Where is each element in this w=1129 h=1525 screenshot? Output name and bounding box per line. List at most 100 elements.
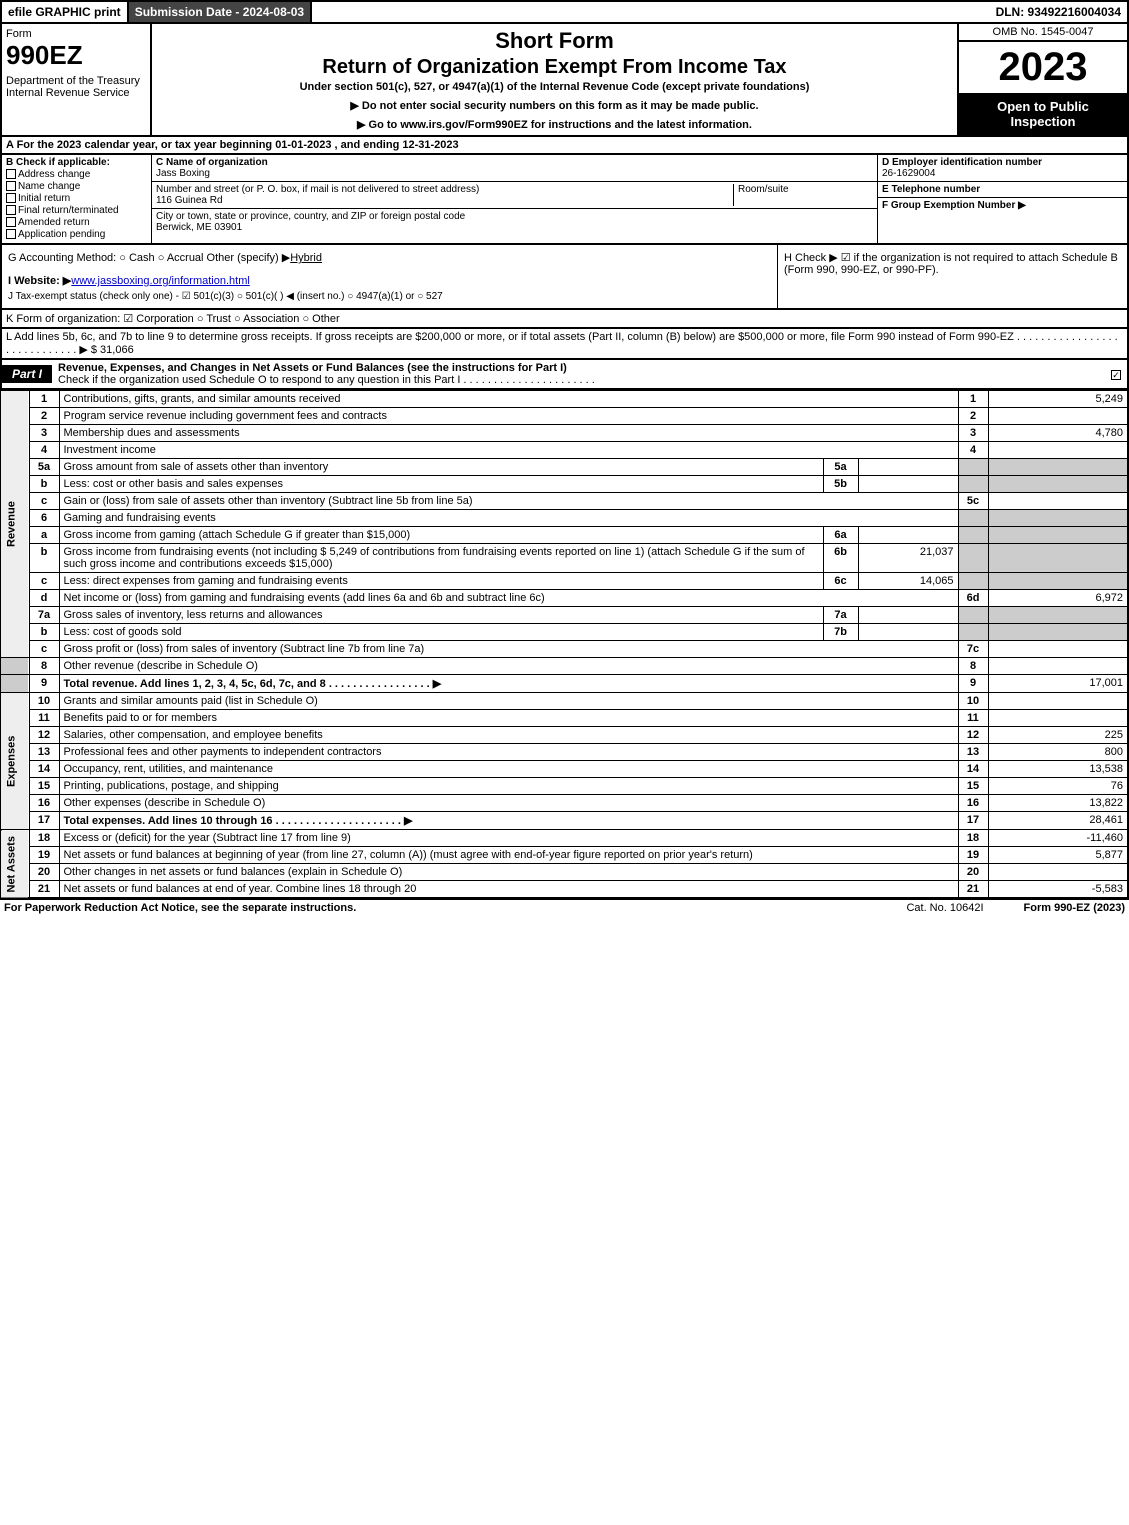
line-1-num: 1 <box>29 391 59 408</box>
line-6-desc: Gaming and fundraising events <box>59 510 958 527</box>
section-a: A For the 2023 calendar year, or tax yea… <box>0 137 1129 155</box>
form-number: 990EZ <box>6 40 146 71</box>
line-5c-rnum: 5c <box>958 493 988 510</box>
line-5a-sv <box>858 459 958 476</box>
line-5c-val <box>988 493 1128 510</box>
line-11-num: 11 <box>29 710 59 727</box>
form-id-col: Form 990EZ Department of the Treasury In… <box>2 24 152 135</box>
line-3-val: 4,780 <box>988 425 1128 442</box>
line-10-val <box>988 693 1128 710</box>
chk-address[interactable]: Address change <box>6 169 147 180</box>
line-17-desc: Total expenses. Add lines 10 through 16 … <box>59 812 958 830</box>
line-19-val: 5,877 <box>988 847 1128 864</box>
line-12-rnum: 12 <box>958 727 988 744</box>
part1-header: Part I Revenue, Expenses, and Changes in… <box>0 360 1129 390</box>
short-form-title: Short Form <box>160 28 949 54</box>
line-8-desc: Other revenue (describe in Schedule O) <box>59 658 958 675</box>
line-13-val: 800 <box>988 744 1128 761</box>
line-8-val <box>988 658 1128 675</box>
section-k: K Form of organization: ☑ Corporation ○ … <box>0 310 1129 329</box>
grp-row: F Group Exemption Number ▶ <box>878 198 1127 243</box>
chk-final[interactable]: Final return/terminated <box>6 205 147 216</box>
line-7b-num: b <box>29 624 59 641</box>
line-14-val: 13,538 <box>988 761 1128 778</box>
line-13-num: 13 <box>29 744 59 761</box>
section-b: B Check if applicable: Address change Na… <box>2 155 152 243</box>
line-1-rnum: 1 <box>958 391 988 408</box>
line-14-desc: Occupancy, rent, utilities, and maintena… <box>59 761 958 778</box>
section-l: L Add lines 5b, 6c, and 7b to line 9 to … <box>0 329 1129 360</box>
line-13-desc: Professional fees and other payments to … <box>59 744 958 761</box>
line-11-rnum: 11 <box>958 710 988 727</box>
section-h: H Check ▶ ☑ if the organization is not r… <box>777 245 1127 308</box>
line-6a-sn: 6a <box>823 527 858 544</box>
omb-number: OMB No. 1545-0047 <box>959 24 1127 42</box>
line-12-num: 12 <box>29 727 59 744</box>
chk-pending[interactable]: Application pending <box>6 229 147 240</box>
line-8-num: 8 <box>29 658 59 675</box>
chk-initial[interactable]: Initial return <box>6 193 147 204</box>
g-label: G Accounting Method: ○ Cash ○ Accrual Ot… <box>8 252 290 264</box>
line-6c-sn: 6c <box>823 573 858 590</box>
line-11-desc: Benefits paid to or for members <box>59 710 958 727</box>
line-18-rnum: 18 <box>958 830 988 847</box>
line-7a-sv <box>858 607 958 624</box>
city-row: City or town, state or province, country… <box>152 209 877 235</box>
efile-label[interactable]: efile GRAPHIC print <box>2 2 129 22</box>
year-col: OMB No. 1545-0047 2023 Open to Public In… <box>957 24 1127 135</box>
side-net: Net Assets <box>1 830 29 899</box>
line-16-val: 13,822 <box>988 795 1128 812</box>
line-6b-sv: 21,037 <box>858 544 958 573</box>
line-11-val <box>988 710 1128 727</box>
line-18-num: 18 <box>29 830 59 847</box>
line-1-val: 5,249 <box>988 391 1128 408</box>
gh-row: G Accounting Method: ○ Cash ○ Accrual Ot… <box>0 245 1129 310</box>
line-21-rnum: 21 <box>958 881 988 899</box>
line-3-num: 3 <box>29 425 59 442</box>
line-21-val: -5,583 <box>988 881 1128 899</box>
footer-left: For Paperwork Reduction Act Notice, see … <box>4 902 356 914</box>
website-link[interactable]: www.jassboxing.org/information.html <box>71 275 250 287</box>
grp-label: F Group Exemption Number ▶ <box>882 200 1026 211</box>
side-revenue: Revenue <box>1 391 29 658</box>
line-6c-sv: 14,065 <box>858 573 958 590</box>
line-6b-desc: Gross income from fundraising events (no… <box>59 544 823 573</box>
dln: DLN: 93492216004034 <box>990 2 1127 22</box>
line-12-desc: Salaries, other compensation, and employ… <box>59 727 958 744</box>
chk-amended[interactable]: Amended return <box>6 217 147 228</box>
line-2-num: 2 <box>29 408 59 425</box>
form-header: Form 990EZ Department of the Treasury In… <box>0 24 1129 137</box>
lines-table: Revenue 1Contributions, gifts, grants, a… <box>0 390 1129 899</box>
line-7c-desc: Gross profit or (loss) from sales of inv… <box>59 641 958 658</box>
line-12-val: 225 <box>988 727 1128 744</box>
line-16-rnum: 16 <box>958 795 988 812</box>
line-6-num: 6 <box>29 510 59 527</box>
line-15-val: 76 <box>988 778 1128 795</box>
l-text: L Add lines 5b, 6c, and 7b to line 9 to … <box>6 331 1118 356</box>
footer-cat: Cat. No. 10642I <box>906 902 983 914</box>
line-7b-sn: 7b <box>823 624 858 641</box>
org-name: Jass Boxing <box>156 168 210 179</box>
line-6c-desc: Less: direct expenses from gaming and fu… <box>59 573 823 590</box>
l-amount: 31,066 <box>100 344 134 356</box>
line-3-rnum: 3 <box>958 425 988 442</box>
line-17-num: 17 <box>29 812 59 830</box>
line-18-val: -11,460 <box>988 830 1128 847</box>
line-13-rnum: 13 <box>958 744 988 761</box>
i-label: I Website: ▶ <box>8 275 71 287</box>
line-4-num: 4 <box>29 442 59 459</box>
line-7c-rnum: 7c <box>958 641 988 658</box>
part1-checkbox[interactable] <box>1107 367 1127 381</box>
line-16-desc: Other expenses (describe in Schedule O) <box>59 795 958 812</box>
street-row: Number and street (or P. O. box, if mail… <box>152 182 877 209</box>
line-20-val <box>988 864 1128 881</box>
line-5b-num: b <box>29 476 59 493</box>
city-label: City or town, state or province, country… <box>156 211 465 222</box>
line-4-desc: Investment income <box>59 442 958 459</box>
section-g: G Accounting Method: ○ Cash ○ Accrual Ot… <box>2 245 777 308</box>
line-5b-sv <box>858 476 958 493</box>
line-5a-num: 5a <box>29 459 59 476</box>
chk-name[interactable]: Name change <box>6 181 147 192</box>
line-6d-desc: Net income or (loss) from gaming and fun… <box>59 590 958 607</box>
line-2-val <box>988 408 1128 425</box>
